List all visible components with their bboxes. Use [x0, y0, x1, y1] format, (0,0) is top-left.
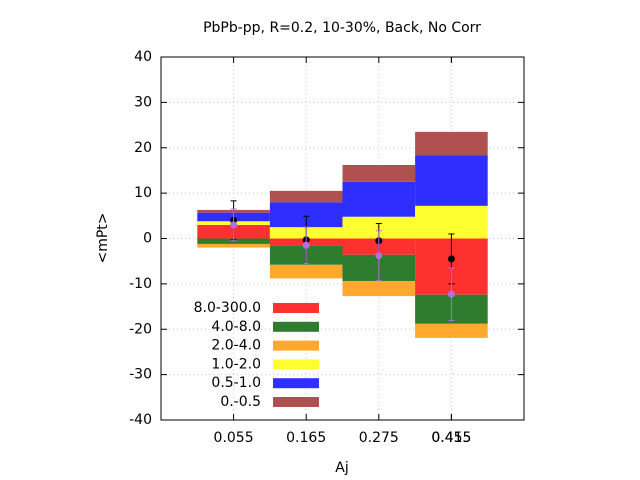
y-axis-label: <mPt>: [95, 212, 111, 263]
bar-segment: [342, 181, 416, 217]
bar-segment: [269, 264, 343, 279]
data-point: [302, 241, 310, 249]
legend-swatch: [273, 340, 319, 351]
legend-swatch: [273, 303, 319, 313]
data-point: [447, 290, 455, 298]
legend-label: 0.5-1.0: [211, 375, 261, 391]
bar-segment: [415, 155, 488, 206]
x-tick-label: 0.055: [214, 430, 254, 446]
legend-label: 4.0-8.0: [211, 319, 261, 335]
legend-swatch: [273, 359, 319, 370]
y-tick-label: -40: [129, 412, 152, 428]
y-tick-label: -20: [129, 321, 152, 337]
bar-segment: [197, 243, 270, 248]
bar-segment: [415, 131, 488, 156]
legend-swatch: [273, 397, 319, 407]
data-point: [375, 252, 383, 260]
legend-label: 8.0-300.0: [194, 300, 261, 316]
legend-label: 0.-0.5: [220, 394, 261, 410]
chart-title: PbPb-pp, R=0.2, 10-30%, Back, No Corr: [203, 20, 481, 36]
y-tick-label: 40: [134, 49, 152, 65]
y-tick-label: 30: [134, 94, 152, 110]
bar-segment: [415, 205, 488, 239]
x-tick-label: 0.415: [431, 430, 471, 446]
legend-label: 1.0-2.0: [211, 356, 261, 372]
legend-swatch: [273, 378, 319, 389]
plot-frame: [160, 56, 525, 421]
y-tick-label: 10: [134, 185, 152, 201]
data-point: [447, 255, 455, 263]
x-tick-label: 0.455: [431, 430, 471, 446]
y-tick-label: 0: [143, 231, 152, 247]
legend-label: 2.0-4.0: [211, 338, 261, 354]
data-point: [230, 221, 238, 229]
bar-segment: [269, 190, 343, 203]
x-axis-label: Aj: [335, 460, 348, 476]
y-tick-label: -10: [129, 276, 152, 292]
bar-segment: [415, 323, 488, 338]
y-tick-label: -30: [129, 367, 152, 383]
y-tick-label: 20: [134, 140, 152, 156]
bar-segment: [342, 164, 416, 182]
x-tick-label: 0.275: [359, 430, 399, 446]
legend-swatch: [273, 321, 319, 332]
x-tick-label: 0.165: [286, 430, 326, 446]
bar-segment: [342, 281, 416, 297]
